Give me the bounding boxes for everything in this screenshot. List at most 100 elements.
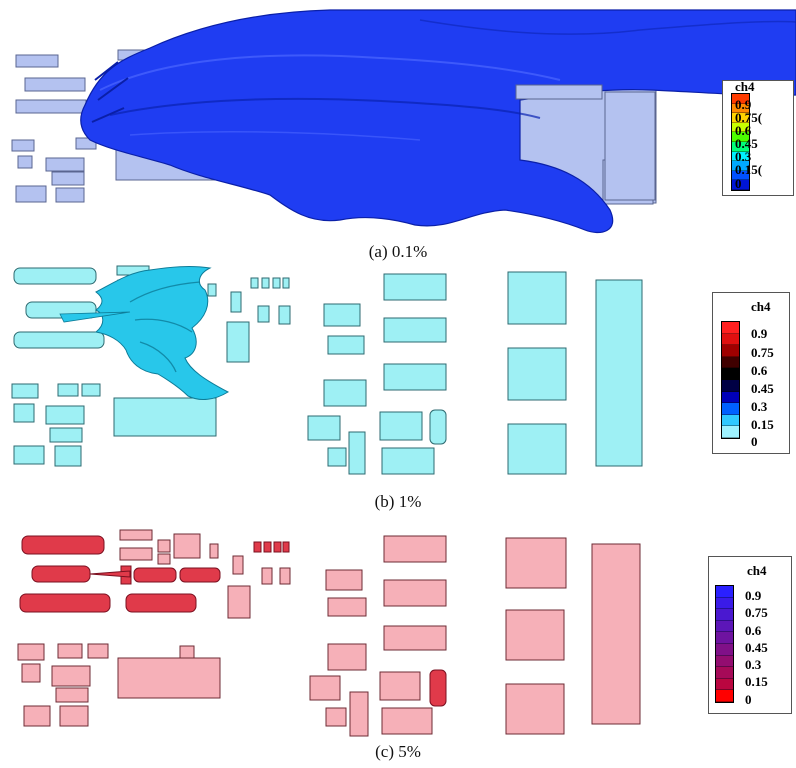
colorbar-band [716, 597, 733, 610]
building [282, 277, 290, 289]
building [383, 317, 447, 343]
legend-label: 0.75 [751, 345, 774, 360]
building [11, 139, 35, 152]
building [383, 363, 447, 391]
building [261, 277, 270, 289]
building [604, 91, 656, 201]
building [507, 347, 567, 401]
building [591, 543, 641, 725]
building [505, 609, 565, 661]
colorbar-band [722, 322, 739, 334]
building [209, 543, 219, 559]
colorbar-band [716, 678, 733, 691]
colorbar-band [722, 333, 739, 346]
building [179, 645, 195, 659]
building [51, 665, 91, 687]
building [81, 383, 101, 397]
building [157, 539, 171, 553]
colorbar-band [722, 403, 739, 415]
colorbar-band [732, 94, 749, 104]
building [55, 687, 89, 703]
building [21, 663, 41, 683]
gas-plume [80, 9, 796, 234]
building [226, 321, 250, 363]
building [173, 533, 201, 559]
colorbar-band [732, 122, 749, 133]
legend-label: 0.6 [735, 123, 752, 138]
pipe-tank [13, 267, 97, 285]
building [24, 77, 86, 92]
colorbar-band [716, 632, 733, 644]
legend-label: 0.9 [745, 588, 762, 603]
legend-label: 0.3 [745, 657, 762, 672]
legend-title: ch4 [735, 79, 755, 94]
building [113, 397, 217, 437]
building [119, 529, 153, 541]
pipe-tank [13, 331, 105, 349]
legend-label: 0.45 [751, 381, 774, 396]
building [379, 671, 421, 701]
building [119, 547, 153, 561]
building [505, 537, 567, 589]
legend-label: 0.15 [751, 417, 774, 432]
building [323, 379, 367, 407]
pipe-tank [429, 409, 447, 445]
building [383, 579, 447, 607]
building [232, 555, 244, 575]
building [381, 707, 433, 735]
legend-title: ch4 [751, 299, 771, 314]
caption-c: (c) 5% [375, 742, 421, 761]
colorbar-band [732, 113, 749, 123]
legend-label: 0.9 [751, 326, 768, 341]
building [323, 303, 361, 327]
building [45, 157, 85, 172]
building [13, 445, 45, 465]
building [17, 643, 45, 661]
building [381, 447, 435, 475]
legend-label: 0.75( [735, 110, 763, 125]
legend-panel-c: ch4 0.9 0.75 0.6 0.45 0.3 0.15 0 [708, 556, 792, 714]
building [207, 283, 217, 297]
legend-label: 0.45 [735, 136, 758, 151]
caption-a: (a) 0.1% [368, 242, 428, 261]
building [15, 54, 59, 68]
building [17, 155, 33, 169]
building [87, 643, 109, 659]
panel-a-scene [11, 9, 796, 234]
legend-label: 0.15 [745, 674, 768, 689]
legend-panel-a: ch4 0.9 0.75( 0.6 0.45 0.3 0.15( 0 [722, 79, 794, 196]
building [279, 567, 291, 585]
building [515, 84, 603, 100]
colorbar-band [732, 161, 749, 171]
building [325, 569, 363, 591]
building [45, 405, 85, 425]
building [327, 335, 365, 355]
panel-b-scene [11, 265, 643, 475]
colorbar-band [722, 414, 739, 427]
legend-label: 0 [735, 176, 742, 191]
building [327, 447, 347, 467]
legend-colorbar [731, 93, 750, 191]
colorbar-band [722, 345, 739, 357]
legend-colorbar [715, 585, 734, 703]
panel-c [0, 524, 796, 740]
legend-label: 0.15( [735, 162, 763, 177]
colorbar-band [722, 368, 739, 380]
colorbar-band [732, 151, 749, 162]
colorbar-band [732, 180, 749, 190]
building [507, 423, 567, 475]
colorbar-band [722, 391, 739, 404]
building [383, 535, 447, 563]
building [49, 427, 83, 443]
colorbar-band [716, 609, 733, 621]
building [15, 185, 47, 203]
building [327, 597, 367, 617]
legend-title: ch4 [747, 563, 767, 578]
building [59, 705, 89, 727]
legend-label: 0 [751, 434, 758, 449]
building [157, 553, 171, 565]
colorbar-band [722, 379, 739, 392]
building [307, 415, 341, 441]
colorbar-band [716, 655, 733, 668]
building [261, 567, 273, 585]
